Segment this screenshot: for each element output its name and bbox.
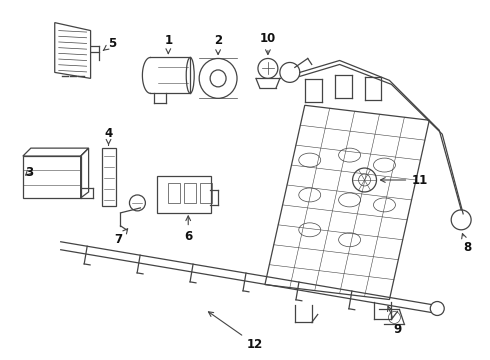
Bar (184, 183, 196, 203)
Text: 4: 4 (104, 127, 113, 145)
Text: 1: 1 (164, 34, 172, 54)
Text: 10: 10 (260, 32, 276, 54)
Text: 5: 5 (103, 37, 117, 50)
Text: 6: 6 (184, 216, 193, 243)
Bar (200, 183, 212, 203)
Text: 8: 8 (462, 234, 471, 254)
Bar (168, 183, 180, 203)
Text: 11: 11 (381, 174, 427, 186)
Text: 2: 2 (214, 34, 222, 54)
Text: 12: 12 (208, 312, 263, 351)
Text: 7: 7 (115, 229, 128, 246)
Text: 3: 3 (25, 166, 33, 179)
Bar (101, 148, 116, 206)
Text: 9: 9 (388, 306, 401, 336)
Bar (23, 156, 81, 198)
